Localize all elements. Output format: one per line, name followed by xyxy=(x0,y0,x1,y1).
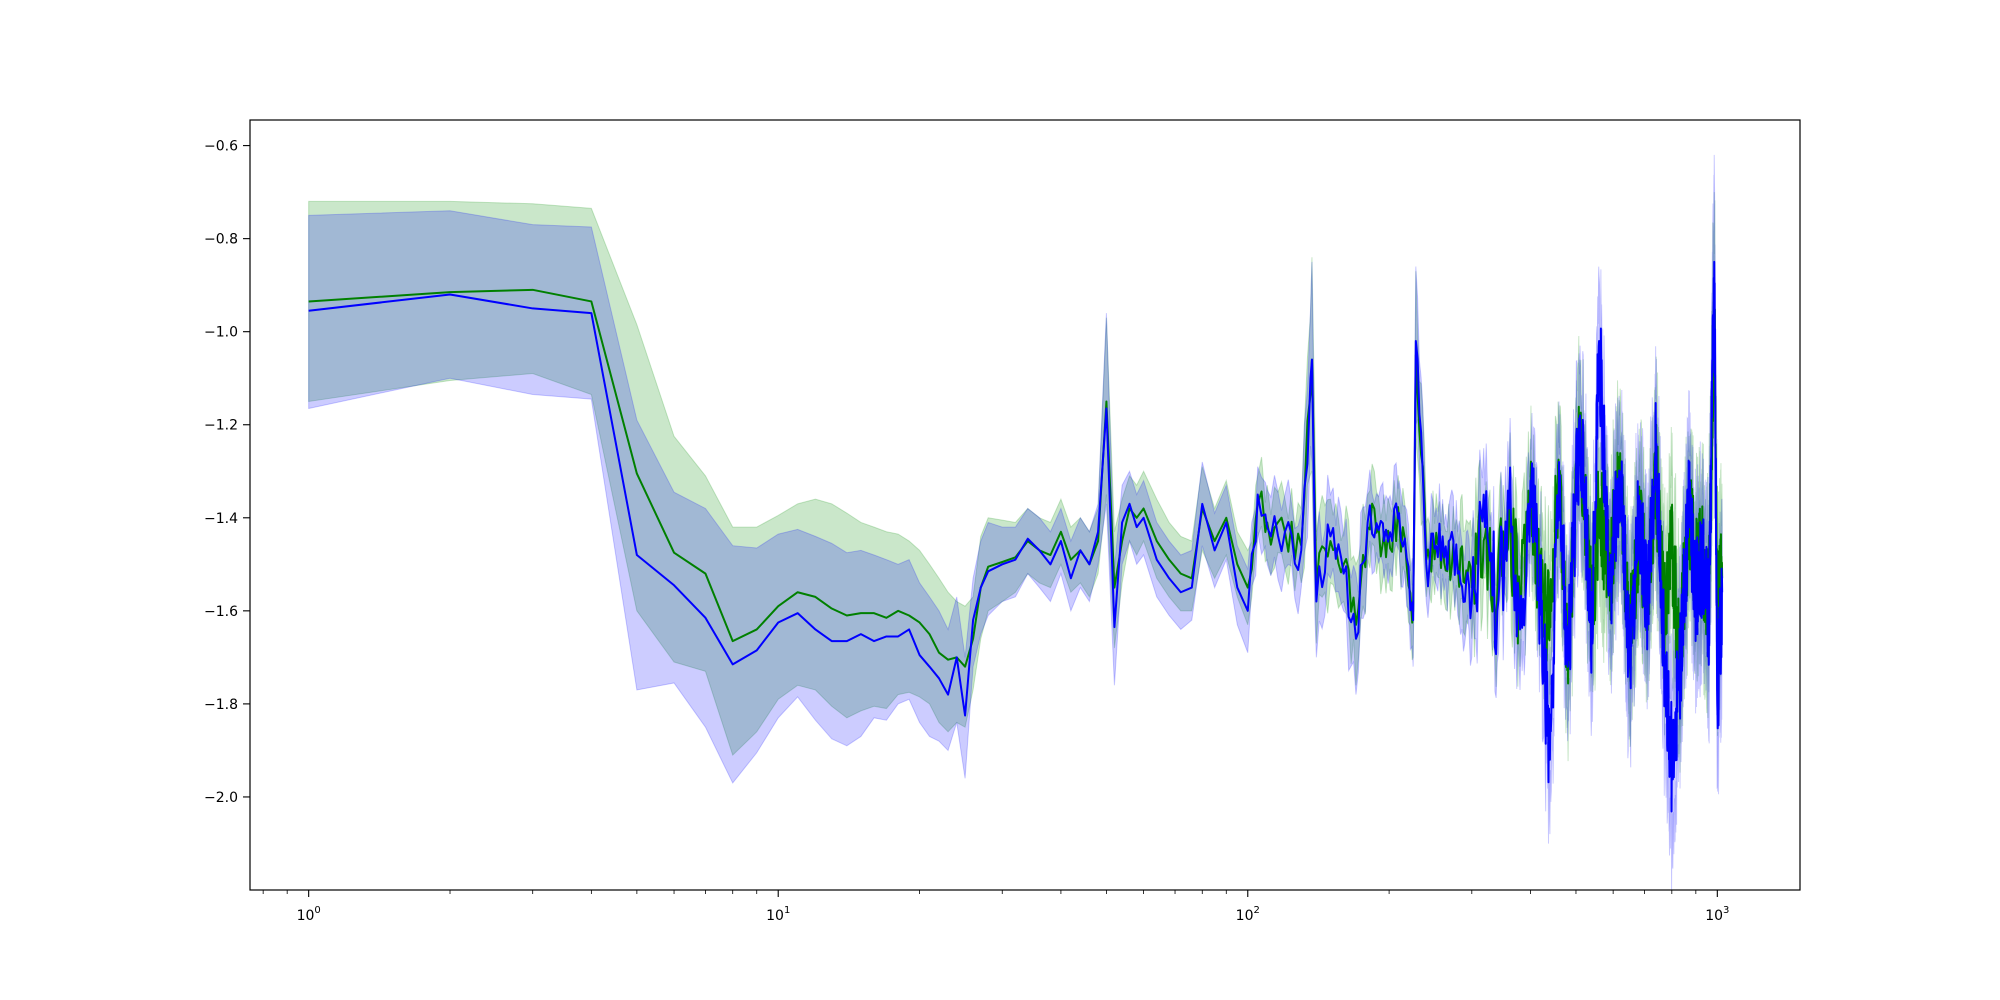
y-tick-label: −1.0 xyxy=(204,325,238,341)
y-tick-label: −1.4 xyxy=(204,511,238,527)
x-tick-label: 103 xyxy=(1705,905,1729,924)
y-tick-label: −0.6 xyxy=(204,139,238,155)
x-tick-label: 102 xyxy=(1236,905,1260,924)
x-tick-label-exponent: 0 xyxy=(314,905,320,916)
series-lines xyxy=(308,260,1724,813)
x-tick-label-exponent: 2 xyxy=(1253,905,1259,916)
x-axis: 100 101 102 103 xyxy=(262,890,1729,924)
x-tick-label-base: 10 xyxy=(1236,908,1254,924)
plot-area xyxy=(308,154,1724,890)
series-2-line xyxy=(308,260,1724,813)
x-tick-label-base: 10 xyxy=(766,908,784,924)
x-tick-label-exponent: 3 xyxy=(1723,905,1729,916)
x-tick-label-base: 10 xyxy=(1705,908,1723,924)
x-tick-label-base: 10 xyxy=(297,908,315,924)
plot-frame xyxy=(249,119,1801,891)
y-tick-label: −0.8 xyxy=(204,232,238,248)
y-axis: −0.6 −0.8 −1.0 −1.2 −1.4 −1.6 −1.8 −2.0 xyxy=(204,139,250,806)
y-tick-label: −2.0 xyxy=(204,790,238,806)
x-tick-label: 100 xyxy=(297,905,321,924)
x-tick-label-exponent: 1 xyxy=(784,905,790,916)
y-tick-label: −1.8 xyxy=(204,697,238,713)
y-tick-label: −1.2 xyxy=(204,418,238,434)
x-tick-label: 101 xyxy=(766,905,790,924)
y-tick-label: −1.6 xyxy=(204,604,238,620)
